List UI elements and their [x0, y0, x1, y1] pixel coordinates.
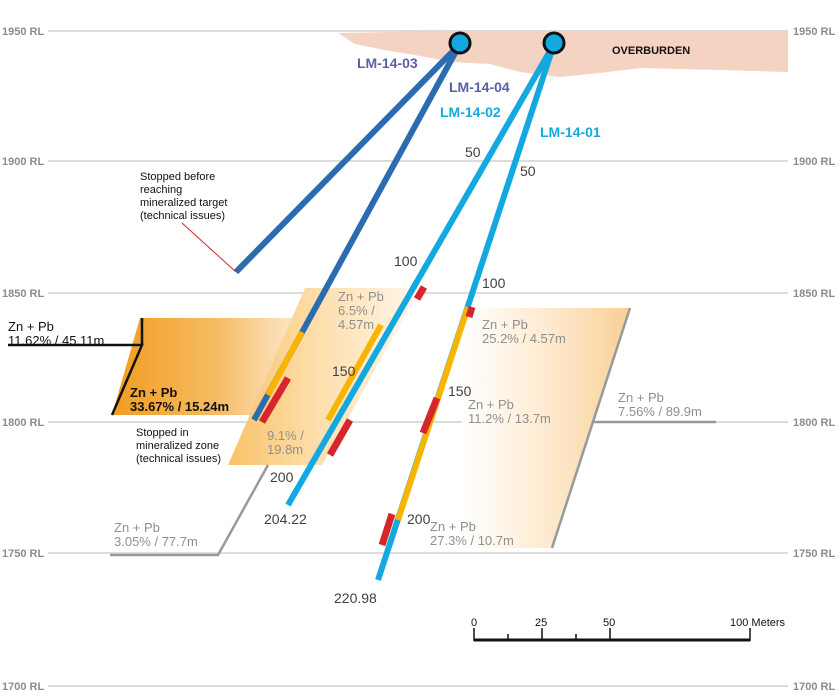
depth-mark-01-150: 150: [448, 383, 472, 399]
hole-label-lm-14-02: LM-14-02: [440, 104, 501, 120]
assay-bottom-left-title: Zn + Pb: [114, 520, 160, 535]
depth-mark-01-200: 200: [407, 511, 431, 527]
depth-mark-01-50: 50: [520, 163, 536, 179]
rl-label-1850-left: 1850 RL: [2, 288, 44, 300]
scale-tick-50: 50: [603, 617, 615, 629]
rl-label-1900-right: 1900 RL: [793, 156, 835, 168]
assay-mid-value-2: 4.57m: [338, 317, 374, 332]
rl-label-1750-left: 1750 RL: [2, 548, 44, 560]
assay-far-right-value: 7.56% / 89.9m: [618, 404, 702, 419]
assay-r3-value: 27.3% / 10.7m: [430, 533, 514, 548]
hole-label-lm-14-03: LM-14-03: [357, 55, 418, 71]
rl-label-1800-right: 1800 RL: [793, 417, 835, 429]
rl-label-1700-right: 1700 RL: [793, 681, 835, 693]
hole-lm-14-03-trace: [233, 41, 463, 275]
rl-label-1750-right: 1750 RL: [793, 548, 835, 560]
note-stopped-before-line-3: mineralized target: [140, 197, 227, 209]
collar-lm-14-03-04: [448, 31, 472, 55]
scale-tick-25: 25: [535, 617, 547, 629]
depth-mark-02-50: 50: [465, 144, 481, 160]
note-stopped-in-line-1: Stopped in: [136, 427, 189, 439]
assay-mid-title: Zn + Pb: [338, 289, 384, 304]
assay-r2-value: 11.2% / 13.7m: [468, 411, 551, 426]
depth-mark-02-200: 200: [270, 469, 294, 485]
assay-r1-title: Zn + Pb: [482, 317, 528, 332]
assay-mid-value-1: 6.5% /: [338, 303, 375, 318]
depth-mark-01-100: 100: [482, 275, 506, 291]
rl-label-1850-right: 1850 RL: [793, 288, 835, 300]
zone-boundaries: [8, 307, 716, 557]
assay-left-inner-title: Zn + Pb: [130, 385, 177, 400]
assay-r1-value: 25.2% / 4.57m: [482, 331, 566, 346]
rl-label-1950-right: 1950 RL: [793, 26, 835, 38]
zone-left-orange: [112, 318, 300, 415]
zone-middle: [228, 288, 420, 465]
scale-tick-100: 100 Meters: [730, 617, 786, 629]
note-stopped-in-line-2: mineralized zone: [136, 440, 219, 452]
rl-label-1700-left: 1700 RL: [2, 681, 44, 693]
note-stopped-before-line-4: (technical issues): [140, 210, 225, 222]
scale-bar: 0 25 50 100 Meters: [471, 617, 786, 642]
hole-label-lm-14-01: LM-14-01: [540, 124, 601, 140]
red-intercepts: [258, 285, 476, 547]
assay-left-title: Zn + Pb: [8, 319, 54, 334]
depth-mark-02-100: 100: [394, 253, 418, 269]
note-stopped-in-line-3: (technical issues): [136, 453, 221, 465]
assay-bottom-left-value: 3.05% / 77.7m: [114, 534, 198, 549]
end-depth-lm-14-01: 220.98: [334, 590, 377, 606]
assay-left-value: 11.62% / 45.11m: [8, 333, 104, 348]
assay-mid-lower-1: 9.1% /: [267, 428, 304, 443]
assay-mid-lower-2: 19.8m: [267, 442, 303, 457]
rl-label-1950-left: 1950 RL: [2, 26, 44, 38]
depth-mark-02-150: 150: [332, 363, 356, 379]
overburden-label: OVERBURDEN: [612, 45, 690, 57]
collar-lm-14-01-02: [542, 31, 566, 55]
note-leader-line: [181, 222, 237, 273]
note-stopped-before-line-2: reaching: [140, 184, 182, 196]
assay-far-right-title: Zn + Pb: [618, 390, 664, 405]
zone-right: [462, 308, 630, 548]
hole-lm-14-02-trace: [285, 42, 557, 507]
hole-label-lm-14-04: LM-14-04: [449, 79, 510, 95]
note-stopped-before-line-1: Stopped before: [140, 171, 215, 183]
assay-r3-title: Zn + Pb: [430, 519, 476, 534]
rl-label-1800-left: 1800 RL: [2, 417, 44, 429]
rl-label-1900-left: 1900 RL: [2, 156, 44, 168]
scale-tick-0: 0: [471, 617, 477, 629]
assay-left-inner-value: 33.67% / 15.24m: [130, 399, 229, 414]
assay-r2-title: Zn + Pb: [468, 397, 514, 412]
end-depth-lm-14-02: 204.22: [264, 511, 307, 527]
